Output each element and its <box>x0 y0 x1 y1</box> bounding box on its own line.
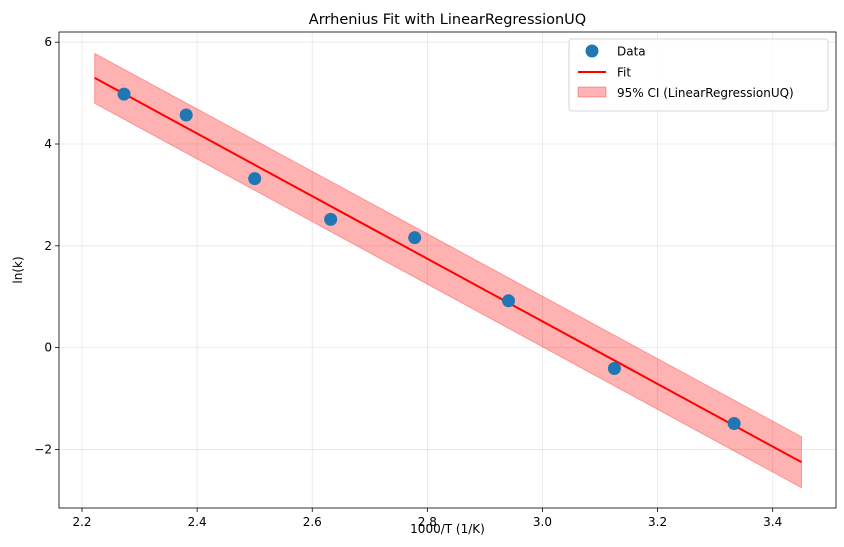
x-tick-label: 2.6 <box>303 515 322 529</box>
data-point <box>502 294 516 308</box>
y-tick-label: 0 <box>44 341 52 355</box>
legend-label-fit: Fit <box>617 66 631 80</box>
legend-marker-data <box>585 44 599 58</box>
x-tick-label: 3.2 <box>648 515 667 529</box>
y-tick-label: 4 <box>44 137 52 151</box>
legend-marker-ci <box>577 86 607 98</box>
x-tick-label: 2.2 <box>72 515 91 529</box>
x-tick-label: 2.4 <box>188 515 207 529</box>
legend: Data Fit 95% CI (LinearRegressionUQ) <box>568 38 829 112</box>
x-axis-label: 1000/T (1/K) <box>410 522 485 536</box>
x-tick-label: 2.8 <box>418 515 437 529</box>
fit-line <box>94 76 802 464</box>
fit-line-layer <box>94 76 802 464</box>
y-axis-label: ln(k) <box>11 256 25 283</box>
legend-label-data: Data <box>617 45 646 59</box>
x-tick-label: 3.4 <box>763 515 782 529</box>
data-point <box>179 108 193 122</box>
data-point <box>408 231 422 245</box>
data-point <box>117 87 131 101</box>
x-tick-label: 3.0 <box>533 515 552 529</box>
data-point <box>727 416 741 430</box>
data-point <box>248 172 262 186</box>
y-tick-label: 2 <box>44 239 52 253</box>
plot-frame <box>58 31 837 509</box>
x-axis-ticks: 2.2 2.4 2.6 2.8 3.0 3.2 3.4 <box>72 508 782 529</box>
y-axis-ticks: −2 0 2 4 6 <box>34 35 59 456</box>
y-tick-label: 6 <box>44 35 52 49</box>
data-point <box>607 362 621 376</box>
data-point <box>324 212 338 226</box>
legend-box <box>568 38 829 112</box>
chart-title: Arrhenius Fit with LinearRegressionUQ <box>309 12 586 28</box>
data-points-layer <box>117 87 741 430</box>
y-tick-label: −2 <box>34 442 52 456</box>
legend-label-ci: 95% CI (LinearRegressionUQ) <box>617 86 794 100</box>
